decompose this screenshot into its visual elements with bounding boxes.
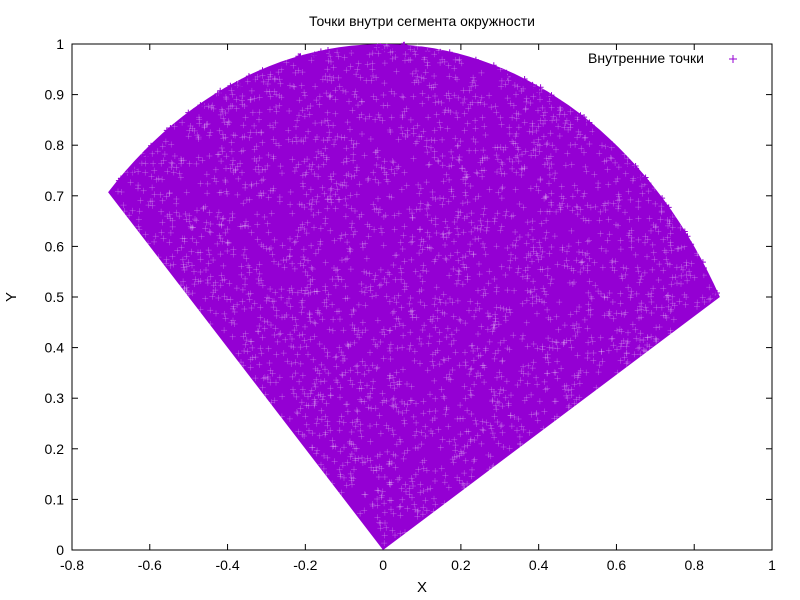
edge-point-markers bbox=[111, 41, 720, 300]
x-tick-label: 0.6 bbox=[607, 557, 627, 573]
x-tick-label: -0.2 bbox=[293, 557, 317, 573]
x-tick-label: 0 bbox=[379, 557, 387, 573]
data-points bbox=[108, 41, 720, 550]
y-tick-label: 0.5 bbox=[45, 289, 65, 305]
x-tick-label: -0.4 bbox=[215, 557, 239, 573]
legend-label: Внутренние точки bbox=[588, 50, 704, 66]
y-axis-label: Y bbox=[3, 292, 20, 302]
x-tick-label: -0.6 bbox=[138, 557, 162, 573]
x-tick-label: 0.8 bbox=[684, 557, 704, 573]
y-tick-label: 0.3 bbox=[45, 390, 65, 406]
y-tick-label: 0.2 bbox=[45, 441, 65, 457]
y-axis-ticks: 0 0.1 0.2 0.3 0.4 0.5 0.6 0.7 0.8 0.9 1 bbox=[45, 36, 772, 558]
sector-point-cloud bbox=[108, 44, 720, 550]
x-tick-label: 1 bbox=[768, 557, 776, 573]
y-tick-label: 0.7 bbox=[45, 188, 65, 204]
legend-marker bbox=[729, 55, 737, 63]
x-tick-label: 0.2 bbox=[451, 557, 471, 573]
y-tick-label: 0.6 bbox=[45, 238, 65, 254]
chart-title: Точки внутри сегмента окружности bbox=[309, 13, 535, 29]
y-tick-label: 0 bbox=[56, 542, 64, 558]
y-tick-label: 1 bbox=[56, 36, 64, 52]
x-axis-label: X bbox=[417, 579, 427, 596]
x-axis-ticks: -0.8 -0.6 -0.4 -0.2 0 0.2 0.4 0.6 0.8 1 bbox=[60, 44, 776, 573]
legend: Внутренние точки bbox=[588, 50, 737, 66]
y-tick-label: 0.4 bbox=[45, 340, 65, 356]
x-tick-label: 0.4 bbox=[529, 557, 549, 573]
y-tick-label: 0.9 bbox=[45, 87, 65, 103]
y-tick-label: 0.1 bbox=[45, 491, 65, 507]
x-tick-label: -0.8 bbox=[60, 557, 84, 573]
y-tick-label: 0.8 bbox=[45, 137, 65, 153]
data-point-markers bbox=[115, 42, 719, 547]
